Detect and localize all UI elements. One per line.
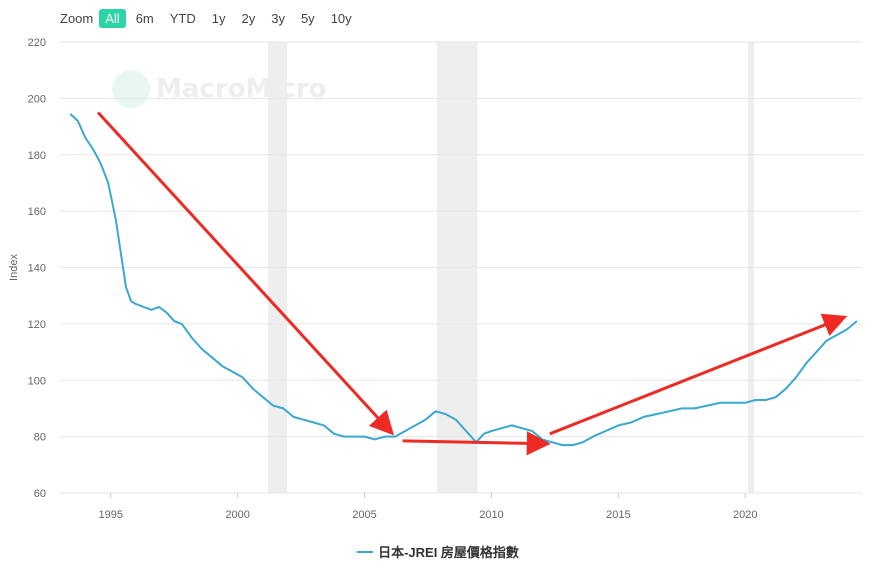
y-tick-label-120: 120: [28, 319, 46, 331]
trend-arrow-0: [96, 111, 394, 436]
legend-swatch: [357, 550, 374, 553]
macromicro-logo-icon: [112, 70, 150, 108]
y-tick-label-200: 200: [28, 93, 46, 105]
zoom-bar: Zoom All 6m YTD 1y 2y 3y 5y 10y: [60, 7, 362, 29]
x-tick-label-1995: 1995: [99, 509, 123, 521]
series-line-0: [69, 113, 858, 447]
legend-label: 日本-JREI 房屋價格指數: [378, 545, 519, 560]
x-tick-label-2000: 2000: [225, 509, 249, 521]
y-tick-label-60: 60: [34, 488, 46, 500]
zoom-5y-button[interactable]: 5y: [300, 10, 315, 26]
trend-arrow-1: [402, 431, 551, 456]
y-tick-label-160: 160: [28, 206, 46, 218]
zoom-3y-button[interactable]: 3y: [271, 10, 285, 26]
x-tick-label-2015: 2015: [606, 509, 630, 521]
y-tick-label-140: 140: [28, 263, 46, 275]
y-tick-label-220: 220: [28, 37, 46, 49]
zoom-6m-button[interactable]: 6m: [135, 10, 154, 26]
trend-arrow-2: [549, 313, 848, 436]
watermark: MacroMicro: [112, 70, 326, 108]
zoom-2y-button[interactable]: 2y: [241, 10, 256, 26]
zoom-1y-button[interactable]: 1y: [211, 10, 226, 26]
x-tick-label-2020: 2020: [733, 509, 757, 521]
legend[interactable]: 日本-JREI 房屋價格指數: [0, 542, 876, 561]
y-tick-label-100: 100: [28, 375, 46, 387]
zoom-10y-button[interactable]: 10y: [330, 10, 352, 26]
x-tick-label-2005: 2005: [352, 509, 376, 521]
line-chart: 60 80 100 120 140 160 180 200 220 1995 2000 2005 201…: [8, 37, 862, 521]
x-tick-label-2010: 2010: [479, 509, 503, 521]
zoom-label: Zoom: [60, 10, 94, 26]
y-tick-label-80: 80: [34, 432, 46, 444]
y-tick-label-180: 180: [28, 150, 46, 162]
watermark-text: MacroMicro: [156, 74, 327, 104]
zoom-ytd-button[interactable]: YTD: [169, 10, 196, 26]
zoom-all-button[interactable]: All: [99, 8, 126, 28]
y-axis-label: Index: [8, 254, 20, 281]
